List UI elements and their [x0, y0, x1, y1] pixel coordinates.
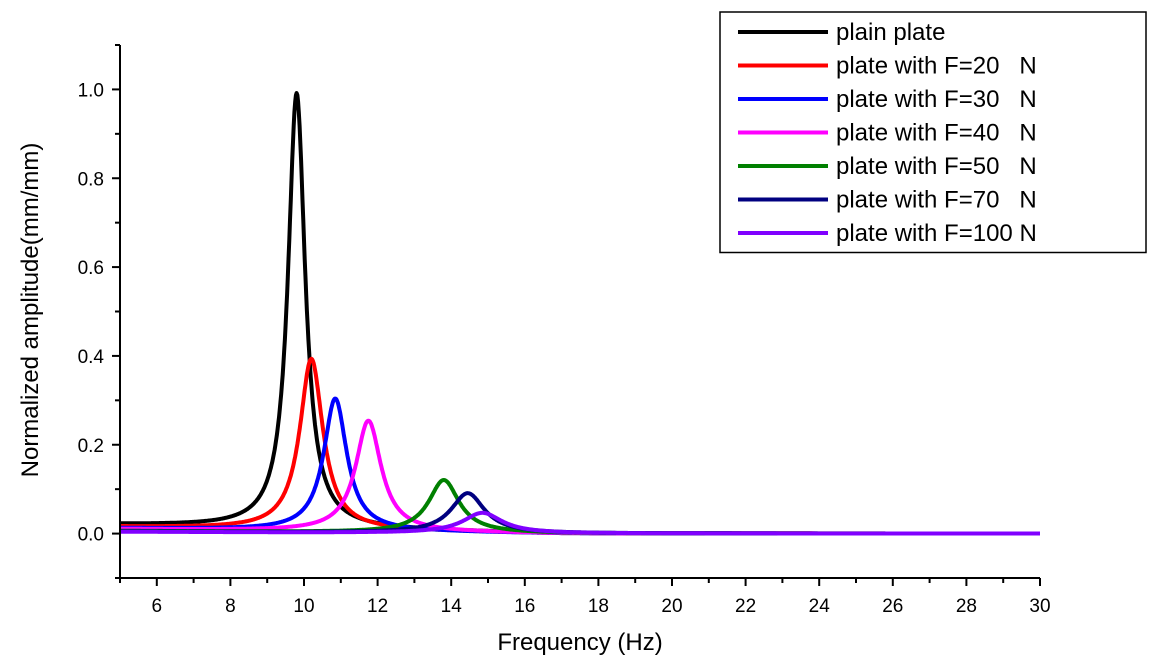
- x-axis-title: Frequency (Hz): [497, 629, 662, 656]
- x-tick-label: 26: [882, 596, 903, 617]
- x-tick-label: 24: [809, 596, 831, 617]
- legend-label: plate with F=50 N: [836, 153, 1037, 180]
- legend-label: plate with F=70 N: [836, 187, 1037, 214]
- x-tick-label: 28: [956, 596, 977, 617]
- series-line-1: [120, 356, 1040, 536]
- y-tick-label: 0.6: [78, 258, 104, 279]
- x-tick-label: 16: [514, 596, 535, 617]
- legend: plain plate plate with F=20 N plate with F…: [719, 11, 1147, 254]
- y-axis-title: Normalized amplitude(mm/mm): [17, 143, 44, 478]
- x-tick-label: 20: [661, 596, 682, 617]
- x-tick-label: 22: [735, 596, 756, 617]
- x-tick-label: 30: [1029, 596, 1050, 617]
- x-tick-label: 8: [225, 596, 236, 617]
- legend-label: plate with F=20 N: [836, 53, 1037, 80]
- legend-label: plate with F=40 N: [836, 120, 1037, 147]
- x-tick-label: 12: [367, 596, 388, 617]
- series-line-2: [120, 396, 1040, 536]
- y-tick-label: 0.4: [78, 347, 105, 368]
- x-tick-label: 14: [441, 596, 463, 617]
- y-tick-label: 0.2: [78, 436, 104, 457]
- x-tick-label: 6: [152, 596, 163, 617]
- legend-label: plate with F=30 N: [836, 86, 1037, 113]
- axes: 6 8 10 12 14 16 18 20 22 24 26 28 30 0.0 0.2 0.4 0.6 0.8 1…: [78, 44, 1051, 617]
- y-tick-label: 0.8: [78, 169, 104, 190]
- series-line-6: [120, 510, 1040, 536]
- legend-label: plain plate: [836, 19, 945, 46]
- x-tick-label: 18: [588, 596, 609, 617]
- y-tick-label: 0.0: [78, 525, 104, 546]
- y-tick-label: 1.0: [78, 80, 104, 101]
- legend-label: plate with F=100 N: [836, 220, 1037, 247]
- plot-area: [120, 91, 1040, 536]
- x-tick-label: 10: [293, 596, 314, 617]
